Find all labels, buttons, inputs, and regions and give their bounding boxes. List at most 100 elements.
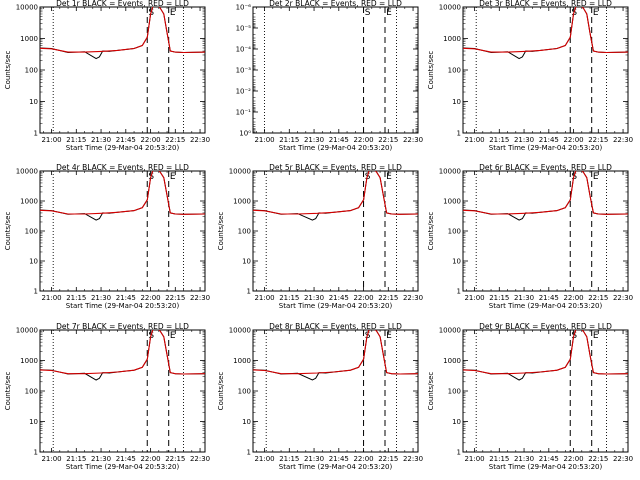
x-tick-label: 21:45 xyxy=(539,455,559,463)
y-axis-label: Counts/sec xyxy=(217,372,225,411)
marker-label-e: E xyxy=(386,172,392,182)
x-tick-label: 22:15 xyxy=(378,455,398,463)
x-tick-label: 22:30 xyxy=(613,294,633,302)
series-lld-line xyxy=(40,330,205,375)
series-lld-line xyxy=(40,7,205,54)
plot-frame xyxy=(252,329,419,453)
y-tick-label: 10 xyxy=(242,258,251,266)
y-tick-label: 1000 xyxy=(20,35,38,43)
series-lld-line xyxy=(463,7,628,54)
x-tick-label: 21:30 xyxy=(91,455,111,463)
x-axis-label: Start Time (29-Mar-04 20:53:20) xyxy=(489,463,603,471)
y-axis-label: Counts/sec xyxy=(4,212,12,251)
x-tick-label: 22:15 xyxy=(165,294,185,302)
marker-label-e: E xyxy=(386,8,392,18)
y-tick-label: 10000 xyxy=(16,327,38,335)
y-tick-label: 10 xyxy=(452,258,461,266)
panel-det-8r: Det 8r BLACK = Events, RED = LLD 21:00 21:… xyxy=(217,322,423,471)
y-tick-label: 100 xyxy=(25,388,38,396)
y-tick-label: 10 xyxy=(452,418,461,426)
y-axis-label: Counts/sec xyxy=(427,372,435,411)
panel-title: Det 5r BLACK = Events, RED = LLD xyxy=(269,163,402,172)
x-tick-label: 21:45 xyxy=(329,136,349,144)
panel-det-6r: Det 6r BLACK = Events, RED = LLD 21:00 21:… xyxy=(427,163,633,310)
x-tick-label: 21:45 xyxy=(116,455,136,463)
y-tick-label: 1000 xyxy=(443,35,461,43)
x-tick-label: 21:30 xyxy=(91,294,111,302)
x-tick-label: 21:15 xyxy=(66,455,86,463)
panel-title: Det 3r BLACK = Events, RED = LLD xyxy=(479,0,612,8)
x-tick-label: 21:45 xyxy=(329,455,349,463)
marker-label-e: E xyxy=(170,8,176,18)
panel-det-1r: Det 1r BLACK = Events, RED = LLD 21:00 21:… xyxy=(4,0,210,152)
y-axis-label: Counts/sec xyxy=(217,212,225,251)
y-tick-label: 10 xyxy=(29,98,38,106)
y-axis-label: Counts/sec xyxy=(4,51,12,90)
x-tick-label: 22:00 xyxy=(563,455,583,463)
series-lld-line xyxy=(463,171,628,215)
y-tick-label: 100 xyxy=(238,388,251,396)
x-axis-label: Start Time (29-Mar-04 20:53:20) xyxy=(279,144,393,152)
x-tick-label: 21:45 xyxy=(116,136,136,144)
panel-title: Det 7r BLACK = Events, RED = LLD xyxy=(56,322,189,331)
y-tick-label: 1 xyxy=(34,449,38,457)
y-tick-label: 10000 xyxy=(439,327,461,335)
x-tick-label: 21:45 xyxy=(539,294,559,302)
x-tick-label: 21:30 xyxy=(304,136,324,144)
panel-det-4r: Det 4r BLACK = Events, RED = LLD 21:00 21:… xyxy=(4,163,210,310)
x-tick-label: 22:30 xyxy=(403,136,423,144)
x-tick-label: 22:15 xyxy=(165,455,185,463)
y-tick-label: 10000 xyxy=(229,327,251,335)
y-axis-label: Counts/sec xyxy=(427,212,435,251)
y-axis-label: Counts/sec xyxy=(427,51,435,90)
x-axis-label: Start Time (29-Mar-04 20:53:20) xyxy=(66,144,180,152)
y-tick-label: 100 xyxy=(25,67,38,75)
y-axis-label: Counts/sec xyxy=(4,372,12,411)
x-tick-label: 22:00 xyxy=(353,455,373,463)
x-tick-label: 21:15 xyxy=(279,455,299,463)
x-tick-label: 21:00 xyxy=(41,455,61,463)
y-tick-label: 10⁻⁵ xyxy=(236,25,252,33)
x-tick-label: 21:15 xyxy=(66,294,86,302)
panel-det-5r: Det 5r BLACK = Events, RED = LLD 21:00 21:… xyxy=(217,163,423,310)
x-tick-label: 22:30 xyxy=(403,294,423,302)
y-tick-label: 100 xyxy=(448,67,461,75)
x-tick-label: 21:00 xyxy=(464,136,484,144)
plot-frame xyxy=(462,170,629,292)
x-tick-label: 21:00 xyxy=(254,136,274,144)
x-tick-label: 21:15 xyxy=(489,294,509,302)
plot-frame xyxy=(462,6,629,134)
y-tick-label: 10000 xyxy=(16,4,38,12)
y-tick-label: 10000 xyxy=(16,168,38,176)
x-tick-label: 22:00 xyxy=(353,136,373,144)
y-tick-label: 1 xyxy=(457,288,461,296)
x-axis-label: Start Time (29-Mar-04 20:53:20) xyxy=(279,463,393,471)
x-tick-label: 21:15 xyxy=(489,136,509,144)
x-tick-label: 21:30 xyxy=(304,455,324,463)
y-tick-label: 100 xyxy=(448,228,461,236)
panel-title: Det 1r BLACK = Events, RED = LLD xyxy=(56,0,189,8)
x-axis-label: Start Time (29-Mar-04 20:53:20) xyxy=(489,302,603,310)
y-tick-label: 1 xyxy=(34,130,38,138)
y-tick-label: 10⁻² xyxy=(236,88,252,96)
x-tick-label: 21:15 xyxy=(489,455,509,463)
x-axis-label: Start Time (29-Mar-04 20:53:20) xyxy=(66,302,180,310)
marker-label-e: E xyxy=(170,331,176,341)
x-tick-label: 21:30 xyxy=(91,136,111,144)
y-tick-label: 1 xyxy=(34,288,38,296)
marker-label-s: S xyxy=(571,331,577,341)
plot-frame xyxy=(462,329,629,453)
marker-label-e: E xyxy=(593,172,599,182)
panel-det-9r: Det 9r BLACK = Events, RED = LLD 21:00 21:… xyxy=(427,322,633,471)
marker-label-e: E xyxy=(170,172,176,182)
x-axis-label: Start Time (29-Mar-04 20:53:20) xyxy=(279,302,393,310)
plot-frame xyxy=(39,170,206,292)
x-tick-label: 22:15 xyxy=(588,136,608,144)
y-tick-label: 10 xyxy=(242,418,251,426)
plot-frame xyxy=(39,6,206,134)
x-tick-label: 21:15 xyxy=(279,294,299,302)
y-tick-label: 1000 xyxy=(20,198,38,206)
panel-title: Det 6r BLACK = Events, RED = LLD xyxy=(479,163,612,172)
y-tick-label: 1 xyxy=(457,130,461,138)
x-tick-label: 22:15 xyxy=(378,294,398,302)
